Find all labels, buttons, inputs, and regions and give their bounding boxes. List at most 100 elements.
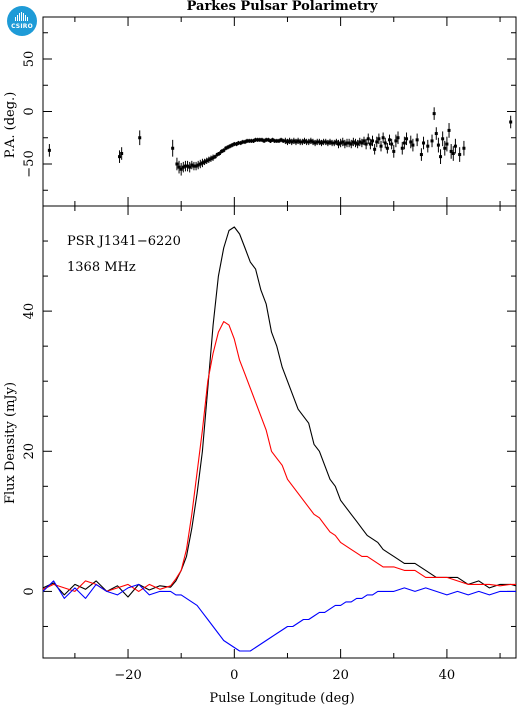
flux-frame (42, 205, 517, 659)
pa-y-tick-label: 0 (22, 107, 37, 115)
pa-point (328, 140, 332, 144)
flux-y-axis-label: Flux Density (mJy) (3, 382, 18, 504)
pa-point (264, 138, 268, 142)
pa-point (254, 138, 258, 142)
pa-point (243, 140, 247, 144)
pa-point (392, 149, 396, 153)
pa-point (447, 128, 451, 132)
pa-point (228, 144, 232, 148)
pa-point (256, 138, 260, 142)
pa-point (451, 152, 455, 155)
linear-polarization-line (42, 321, 516, 592)
flux-panel: −20 0 20 40 0 20 40 (22, 205, 517, 683)
pa-point (405, 137, 409, 141)
pa-point (415, 138, 419, 142)
pa-point (426, 144, 430, 148)
pa-point (190, 163, 194, 167)
pa-point (271, 138, 275, 142)
pa-point (309, 139, 313, 143)
pa-point (188, 165, 192, 169)
pa-point (322, 140, 326, 144)
pa-point (292, 139, 296, 143)
pa-point (186, 164, 190, 168)
pa-point (339, 141, 343, 145)
pa-point (281, 139, 285, 143)
pa-point (445, 142, 449, 146)
pa-point (326, 141, 330, 145)
pa-point (175, 162, 179, 166)
pa-point (196, 163, 200, 167)
pa-point (373, 147, 377, 151)
flux-y-tick-label: 20 (22, 443, 37, 460)
pa-point (317, 140, 321, 144)
pa-point (298, 140, 302, 144)
pa-point (245, 139, 249, 143)
pa-point (222, 148, 226, 152)
pa-point (402, 141, 406, 145)
pa-point (351, 140, 355, 144)
pa-point (366, 137, 370, 141)
pa-point (294, 140, 298, 144)
pa-point (381, 136, 385, 140)
pa-point (368, 142, 372, 146)
pa-point (336, 142, 340, 146)
pa-point (436, 143, 440, 147)
pa-point (332, 141, 336, 145)
pa-point (213, 155, 217, 159)
pa-point (275, 139, 279, 143)
pa-point (341, 140, 345, 144)
pa-panel: −50 0 50 (22, 16, 517, 207)
pa-point (390, 142, 394, 146)
pa-point (439, 155, 443, 159)
pa-point (230, 143, 234, 147)
pa-point (453, 144, 457, 148)
pa-point (388, 138, 392, 142)
pa-point (194, 164, 198, 168)
pa-point (288, 139, 292, 143)
pa-point (260, 138, 264, 142)
x-tick-label: 0 (230, 668, 238, 683)
pa-point (192, 164, 196, 168)
pa-point (302, 139, 306, 143)
pa-point (198, 162, 202, 166)
pa-point (266, 138, 270, 142)
pa-point (273, 139, 277, 143)
pa-point (211, 156, 215, 160)
pa-point (422, 141, 426, 145)
pa-y-tick-label: −50 (22, 150, 37, 177)
pa-y-axis-label: P.A. (deg.) (3, 92, 18, 159)
pa-point (449, 149, 453, 153)
pa-point (262, 139, 266, 143)
pa-point (441, 137, 445, 141)
chart-title: Parkes Pulsar Polarimetry (187, 0, 378, 14)
pa-y-tick-label: 50 (22, 51, 37, 68)
pa-point (462, 146, 466, 150)
pa-point (203, 160, 207, 164)
pa-point (183, 164, 187, 168)
pa-point (234, 142, 238, 146)
pa-point (385, 146, 389, 150)
pa-point (347, 141, 351, 145)
pa-point (430, 139, 434, 143)
pa-point (360, 141, 364, 145)
pa-point (209, 157, 213, 161)
pa-point (371, 139, 375, 143)
pa-point (311, 140, 315, 144)
pa-point (249, 139, 253, 143)
pa-point (411, 143, 415, 147)
pa-point (241, 140, 245, 144)
pa-point (200, 161, 204, 165)
total-intensity-line (42, 226, 517, 598)
pa-point (207, 158, 211, 162)
pa-point (319, 141, 323, 145)
csiro-logo: CSIRO (7, 6, 37, 36)
pa-point (343, 142, 347, 146)
pa-point (47, 148, 51, 152)
pa-point (247, 139, 251, 143)
pa-point (224, 146, 228, 150)
pa-point (362, 139, 366, 143)
pa-point (232, 142, 236, 146)
pa-point (300, 140, 304, 144)
pa-point (345, 141, 349, 145)
